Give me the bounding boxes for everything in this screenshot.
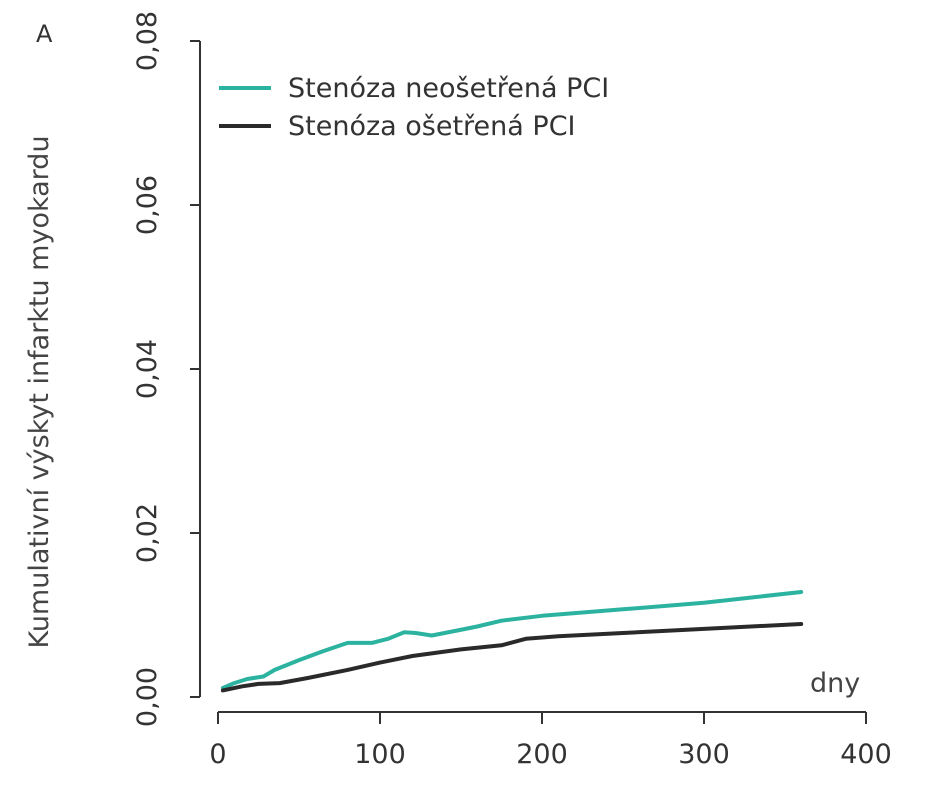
y-tick-label: 0,00 — [132, 667, 163, 727]
x-tick-label: 0 — [209, 739, 226, 770]
series-line-2 — [220, 622, 804, 693]
legend-label: Stenóza ošetřená PCI — [288, 111, 576, 142]
legend-label: Stenóza neošetřená PCI — [288, 73, 609, 104]
x-axis-title: dny — [810, 668, 860, 699]
series-lines — [220, 590, 804, 693]
y-axis: 0,00 0,02 0,04 0,06 0,08 — [132, 11, 201, 727]
y-tick-label: 0,06 — [132, 175, 163, 235]
series-line-1 — [220, 590, 804, 690]
legend: Stenóza neošetřená PCI Stenóza ošetřená P… — [219, 73, 609, 142]
panel-label: A — [36, 20, 53, 48]
x-tick-label: 300 — [678, 739, 730, 770]
y-tick-label: 0,04 — [132, 339, 163, 399]
x-tick-label: 100 — [354, 739, 406, 770]
y-tick-label: 0,02 — [132, 503, 163, 563]
x-axis: 0 100 200 300 400 — [209, 711, 892, 770]
y-tick-label: 0,08 — [132, 11, 163, 71]
x-tick-label: 200 — [516, 739, 568, 770]
x-tick-label: 400 — [840, 739, 892, 770]
y-axis-title: Kumulativní výskyt infarktu myokardu — [24, 135, 55, 648]
